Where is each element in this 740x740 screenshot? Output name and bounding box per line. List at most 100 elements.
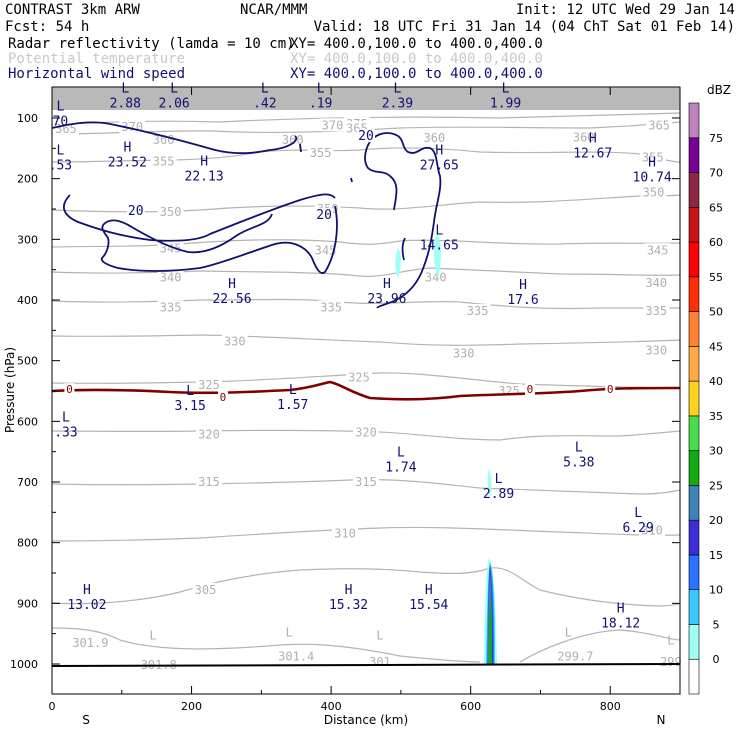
theta-dense-line — [51, 92, 681, 94]
reflectivity-cell-upper-left — [395, 248, 401, 278]
theta-label-bg — [640, 185, 667, 199]
wind-extremum-type: H — [589, 131, 597, 146]
theta-label-bg — [421, 131, 448, 145]
field-xy-wind: XY= 400.0,100.0 to 400.0,400.0 — [290, 66, 543, 82]
theta-contour-300 — [519, 629, 681, 663]
freezing-label: 0 — [527, 383, 534, 396]
wind-extremum-value: 1.74 — [385, 461, 416, 476]
colorbar-level-label: 65 — [709, 201, 723, 214]
theta-label: 330 — [453, 346, 475, 360]
theta-label-bg — [570, 130, 597, 144]
colorbar-swatch — [688, 102, 700, 139]
wind-extremum-type: L — [121, 82, 129, 97]
freezing-label: 0 — [607, 383, 614, 396]
theta-label-bg — [318, 300, 345, 314]
y-tick-label: 900 — [17, 597, 38, 610]
theta-label: 345 — [647, 243, 669, 257]
theta-contour-330 — [51, 334, 681, 346]
theta-label: 345 — [315, 243, 337, 257]
wind-extremum-value: 23.96 — [367, 292, 406, 307]
theta-label-bg — [639, 523, 666, 537]
theta-label-bg — [562, 649, 589, 663]
y-tick-label: 300 — [17, 233, 38, 246]
init-time: Init: 12 UTC Wed 29 Jan 14 — [516, 2, 735, 18]
theta-label-bg — [77, 635, 104, 649]
wind-extremum-value: 14.65 — [420, 238, 459, 253]
wind-extremum-value: 3.15 — [175, 399, 206, 414]
freezing-label: 0 — [220, 391, 227, 404]
center-label: NCAR/MMM — [240, 2, 307, 18]
wind-extremum-value: 13.02 — [67, 598, 106, 613]
colorbar-level-label: 40 — [709, 375, 723, 388]
wind-contour-20-small — [350, 177, 353, 183]
theta-label-bg — [196, 427, 222, 441]
theta-label: 360 — [424, 131, 446, 145]
theta-label: 320 — [355, 425, 377, 439]
wind-extremum-type: H — [200, 154, 208, 169]
wind-contour-label-bg — [126, 203, 145, 217]
theta-label-bg — [643, 343, 670, 357]
wind-extremum-value: 70 — [53, 115, 69, 130]
plot-area: 3703703753653653653603603603603553553553… — [49, 82, 684, 695]
y-tick-label: 600 — [17, 415, 38, 428]
theta-label: 301 — [369, 655, 391, 669]
colorbar-swatch — [688, 311, 700, 347]
theta-label-bg — [319, 118, 346, 132]
wind-extremum-value: 2.89 — [483, 487, 514, 502]
x-axis: 0 200 400 600 800 — [49, 87, 621, 713]
colorbar-level-label: 15 — [709, 549, 723, 562]
theta-label: 335 — [320, 300, 342, 314]
wind-extremum-value: 6.29 — [622, 521, 653, 536]
wind-extremum-value: 15.54 — [409, 598, 448, 613]
wind-extremum-type: L — [261, 82, 269, 97]
reflectivity-colorbar: 0 5 10 15 20 25 30 35 40 45 50 55 60 65 70 75 — [688, 102, 723, 695]
wind-extremum-type: H — [648, 156, 656, 171]
colorbar-level-label: 35 — [709, 410, 723, 423]
wind-extremum-type: L — [56, 100, 64, 115]
colorbar-unit-label: dBZ — [707, 83, 731, 97]
x-tick-label: 600 — [460, 700, 481, 713]
wind-extremum-type: H — [425, 583, 433, 598]
theta-dense-line — [51, 106, 681, 108]
freezing-level-labels: 0 0 0 0 — [64, 383, 616, 404]
header: CONTRAST 3km ARW NCAR/MMM Init: 12 UTC W… — [5, 2, 735, 82]
theta-dense-line — [51, 98, 681, 100]
reflectivity-column-30dbz — [489, 600, 492, 664]
wind-extremum-value: 1.57 — [277, 398, 308, 413]
theta-label-bg — [150, 154, 177, 168]
wind-extremum-type: H — [383, 277, 391, 292]
theta-dense-line — [51, 88, 681, 90]
colorbar-level-label: 30 — [709, 445, 723, 458]
theta-contour-301 — [51, 627, 481, 663]
field-name-reflectivity: Radar reflectivity (lamda = 10 cm) — [8, 36, 295, 52]
field-xy-theta: XY= 400.0,100.0 to 400.0,400.0 — [290, 51, 543, 67]
theta-label-bg — [312, 243, 339, 257]
theta-label-bg — [157, 205, 184, 219]
theta-dense-line — [51, 108, 681, 110]
colorbar-level-label: 0 — [713, 653, 720, 666]
theta-label: 299.7 — [557, 650, 593, 664]
wind-extremum-type: L — [435, 223, 443, 238]
wind-extremum-type: H — [617, 601, 625, 616]
wind-extremum-value: 1.99 — [490, 97, 521, 112]
y-tick-label: 500 — [17, 355, 38, 368]
x-axis-north-label: N — [657, 713, 666, 727]
theta-label: 301.4 — [278, 650, 314, 664]
theta-label: 315 — [198, 475, 220, 489]
theta-labels: 3703703753653653653603603603603553553553… — [52, 117, 684, 672]
theta-label-bg — [643, 276, 670, 290]
y-tick-label: 1000 — [10, 658, 38, 671]
colorbar-level-label: 10 — [709, 584, 723, 597]
x-tick-label: 800 — [600, 700, 621, 713]
y-axis-label: Pressure (hPa) — [3, 347, 17, 433]
wind-extremum-type: H — [519, 278, 527, 293]
wind-extremum-value: 2.39 — [382, 97, 413, 112]
y-tick-label: 800 — [17, 537, 38, 550]
colorbar-swatch — [688, 554, 700, 591]
wind-contours — [51, 121, 442, 309]
wind-extremum-value: 12.67 — [573, 146, 612, 161]
surface-line — [51, 663, 681, 667]
